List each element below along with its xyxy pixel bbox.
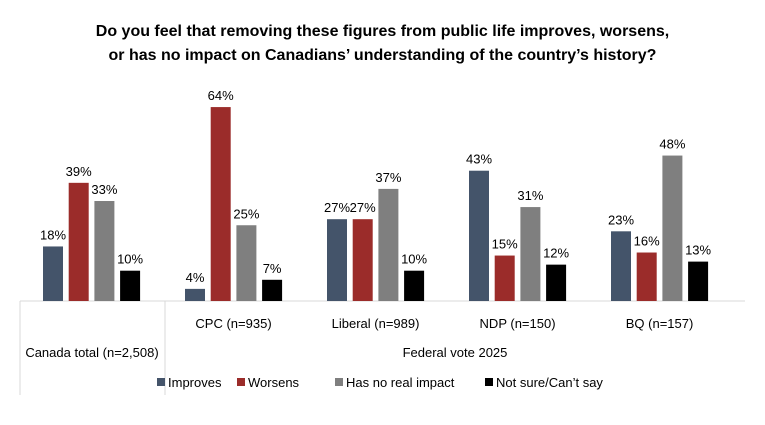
data-label: 18% [40,227,66,242]
data-label: 27% [350,200,376,215]
data-label: 33% [91,182,117,197]
bar-1-1 [210,107,231,301]
bar-4-2 [662,155,683,301]
chart-title-line-2: or has no impact on Canadians’ understan… [108,47,657,64]
bar-4-0 [611,231,631,301]
chart-title-line-1: Do you feel that removing these figures … [95,23,670,40]
data-label: 25% [233,206,259,221]
bar-2-0 [327,219,347,301]
data-label: 16% [634,234,660,249]
legend-label: Worsens [248,375,300,390]
data-label: 64% [208,88,234,103]
bar-2-2 [378,188,399,301]
legend-label: Not sure/Can’t say [496,375,603,390]
data-label: 15% [492,237,518,252]
bar-1-2 [236,225,257,301]
category-label: Liberal (n=989) [332,316,420,331]
bar-3-3 [546,264,567,301]
group-label: Federal vote 2025 [403,345,508,360]
data-label: 43% [466,152,492,167]
bar-0-2 [94,201,115,301]
data-label: 12% [543,246,569,261]
bar-0-1 [68,182,89,301]
data-label: 7% [263,261,282,276]
bar-1-0 [185,288,205,301]
legend-swatch [157,378,165,386]
data-label: 39% [66,164,92,179]
category-label: NDP (n=150) [480,316,556,331]
bar-3-0 [469,170,489,301]
bar-0-3 [120,270,141,301]
legend-swatch [485,378,493,386]
data-label: 4% [186,270,205,285]
category-label: BQ (n=157) [626,316,694,331]
bar-2-1 [352,219,373,301]
legend-swatch [335,378,343,386]
category-label: Canada total (n=2,508) [25,345,158,360]
legend-swatch [237,378,245,386]
bar-0-0 [43,246,63,301]
data-label: 10% [401,252,427,267]
data-label: 23% [608,212,634,227]
data-label: 31% [517,188,543,203]
bar-4-3 [688,261,709,301]
data-label: 13% [685,243,711,258]
chart-title: Do you feel that removing these figures … [0,20,765,68]
legend-label: Improves [168,375,222,390]
data-label: 37% [375,170,401,185]
category-label: CPC (n=935) [195,316,271,331]
bar-3-1 [494,255,515,301]
data-label: 48% [659,137,685,152]
bar-2-3 [404,270,425,301]
bar-3-2 [520,207,541,301]
data-label: 27% [324,200,350,215]
bar-4-1 [636,252,657,301]
data-label: 10% [117,252,143,267]
bar-1-3 [262,279,283,301]
legend-label: Has no real impact [346,375,455,390]
